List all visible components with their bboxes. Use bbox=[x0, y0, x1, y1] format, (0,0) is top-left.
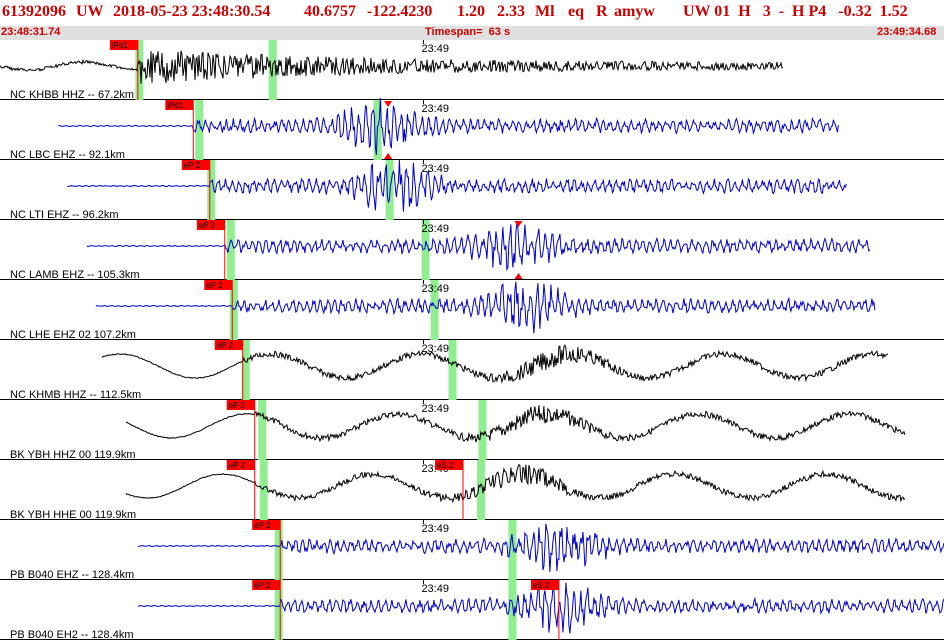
time-tick-label: 23:49 bbox=[421, 343, 449, 355]
time-tick-label: 23:49 bbox=[421, 163, 449, 175]
event-source: amyw bbox=[614, 3, 655, 20]
event-lat: 40.6757 bbox=[304, 3, 356, 20]
phase-window-marker bbox=[274, 580, 283, 640]
p-pick-label: eP 2 bbox=[199, 221, 216, 230]
time-tick-label: 23:49 bbox=[421, 283, 449, 295]
p-pick-flag bbox=[196, 220, 225, 230]
waveform-trace bbox=[58, 97, 839, 155]
s-pick-marker-bottom bbox=[384, 153, 393, 159]
end-time: 23:49:34.68 bbox=[877, 26, 937, 38]
channel-label: NC LTI EHZ -- 96.2km bbox=[10, 209, 119, 221]
phase-window-marker bbox=[448, 340, 457, 400]
waveform-trace bbox=[86, 221, 871, 272]
waveform-trace bbox=[95, 281, 876, 334]
channel-label: NC LBC EHZ -- 92.1km bbox=[10, 149, 125, 161]
p-pick-label: eP 2 bbox=[184, 161, 201, 170]
phase-window-marker bbox=[274, 520, 283, 580]
waveform-trace bbox=[137, 582, 944, 634]
phase-window-marker bbox=[226, 220, 235, 280]
phase-window-marker bbox=[385, 160, 394, 220]
s-pick-label: eS 2 bbox=[437, 461, 454, 470]
p-pick-label: eP 2 bbox=[229, 401, 246, 410]
phase-window-marker bbox=[207, 160, 216, 220]
event-etype: eq bbox=[568, 3, 584, 20]
phase-window-marker bbox=[259, 460, 268, 520]
time-bar: 23:48:31.74 Timespan= 63 s 23:49:34.68 bbox=[0, 26, 944, 40]
event-review: R bbox=[596, 3, 608, 20]
channel-label: NC KHBB HHZ -- 67.2km bbox=[10, 89, 134, 101]
phase-window-marker bbox=[258, 400, 267, 460]
event-network: UW bbox=[76, 3, 104, 20]
waveform-trace bbox=[67, 159, 847, 212]
time-tick-label: 23:49 bbox=[421, 43, 449, 55]
s-pick-label: eS 2 bbox=[533, 581, 550, 590]
time-tick-label: 23:49 bbox=[421, 403, 449, 415]
p-pick-flag bbox=[109, 40, 138, 50]
p-pick-flag bbox=[226, 460, 255, 470]
p-pick-flag bbox=[181, 160, 210, 170]
p-pick-flag bbox=[226, 400, 255, 410]
channel-label: NC LHE EHZ 02 107.2km bbox=[10, 329, 136, 341]
s-pick-marker-top bbox=[384, 101, 393, 107]
waveform-trace bbox=[0, 50, 784, 84]
event-extra: UW 01 H 3 - H P4 -0.32 1.52 bbox=[683, 3, 908, 20]
p-pick-label: iPd1 bbox=[112, 41, 129, 50]
phase-window-marker bbox=[195, 100, 204, 160]
p-pick-label: eP 2 bbox=[229, 461, 246, 470]
s-pick-marker-bottom bbox=[514, 273, 523, 279]
waveform-trace bbox=[125, 405, 906, 443]
waveform-trace bbox=[125, 463, 906, 504]
waveform-panels: 23:49 iPd1 NC KHBB HHZ -- 67.2km 23:49 iPd1 N… bbox=[0, 40, 944, 640]
s-pick-marker-top bbox=[514, 221, 523, 227]
p-pick-label: eP 2 bbox=[254, 581, 271, 590]
p-pick-flag bbox=[165, 100, 194, 110]
channel-label: NC LAMB EHZ -- 105.3km bbox=[10, 269, 140, 281]
p-pick-label: eP 2 bbox=[206, 281, 223, 290]
start-time: 23:48:31.74 bbox=[1, 26, 61, 38]
event-header: 61392096 UW 2018-05-23 23:48:30.54 40.67… bbox=[0, 0, 944, 26]
phase-window-marker bbox=[476, 460, 485, 520]
phase-window-marker bbox=[421, 220, 430, 280]
event-datetime: 2018-05-23 23:48:30.54 bbox=[113, 3, 271, 20]
p-pick-label: eP 2 bbox=[217, 341, 234, 350]
time-tick-label: 23:49 bbox=[421, 103, 449, 115]
s-pick-flag bbox=[435, 460, 464, 470]
timespan: Timespan= 63 s bbox=[425, 26, 511, 38]
event-magnitude: 2.33 bbox=[497, 3, 525, 20]
event-mag-type: Ml bbox=[535, 3, 555, 20]
event-depth: 1.20 bbox=[457, 3, 485, 20]
phase-window-marker bbox=[508, 580, 517, 640]
phase-window-marker bbox=[241, 340, 250, 400]
s-pick-flag bbox=[530, 580, 559, 590]
time-tick-label: 23:49 bbox=[421, 583, 449, 595]
time-tick-label: 23:49 bbox=[421, 523, 449, 535]
phase-window-marker bbox=[430, 280, 439, 340]
phase-window-marker bbox=[478, 400, 487, 460]
channel-label: BK YBH HHZ 00 119.9km bbox=[10, 449, 136, 461]
waveform-trace bbox=[137, 523, 944, 572]
event-id: 61392096 bbox=[2, 3, 66, 20]
channel-label: PB B040 EHZ -- 128.4km bbox=[10, 569, 134, 581]
channel-label: PB B040 EH2 -- 128.4km bbox=[10, 629, 134, 640]
p-pick-label: iPd1 bbox=[167, 101, 184, 110]
event-lon: -122.4230 bbox=[367, 3, 433, 20]
channel-label: NC KHMB HHZ -- 112.5km bbox=[10, 389, 141, 401]
p-pick-flag bbox=[204, 280, 233, 290]
p-pick-label: eP 2 bbox=[254, 521, 271, 530]
p-pick-flag bbox=[252, 580, 281, 590]
phase-window-marker bbox=[135, 40, 144, 100]
channel-label: BK YBH HHE 00 119.9km bbox=[10, 509, 136, 521]
waveform-trace bbox=[101, 343, 889, 384]
p-pick-flag bbox=[214, 340, 243, 350]
p-pick-flag bbox=[252, 520, 281, 530]
phase-window-marker bbox=[508, 520, 517, 580]
time-tick-label: 23:49 bbox=[421, 223, 449, 235]
